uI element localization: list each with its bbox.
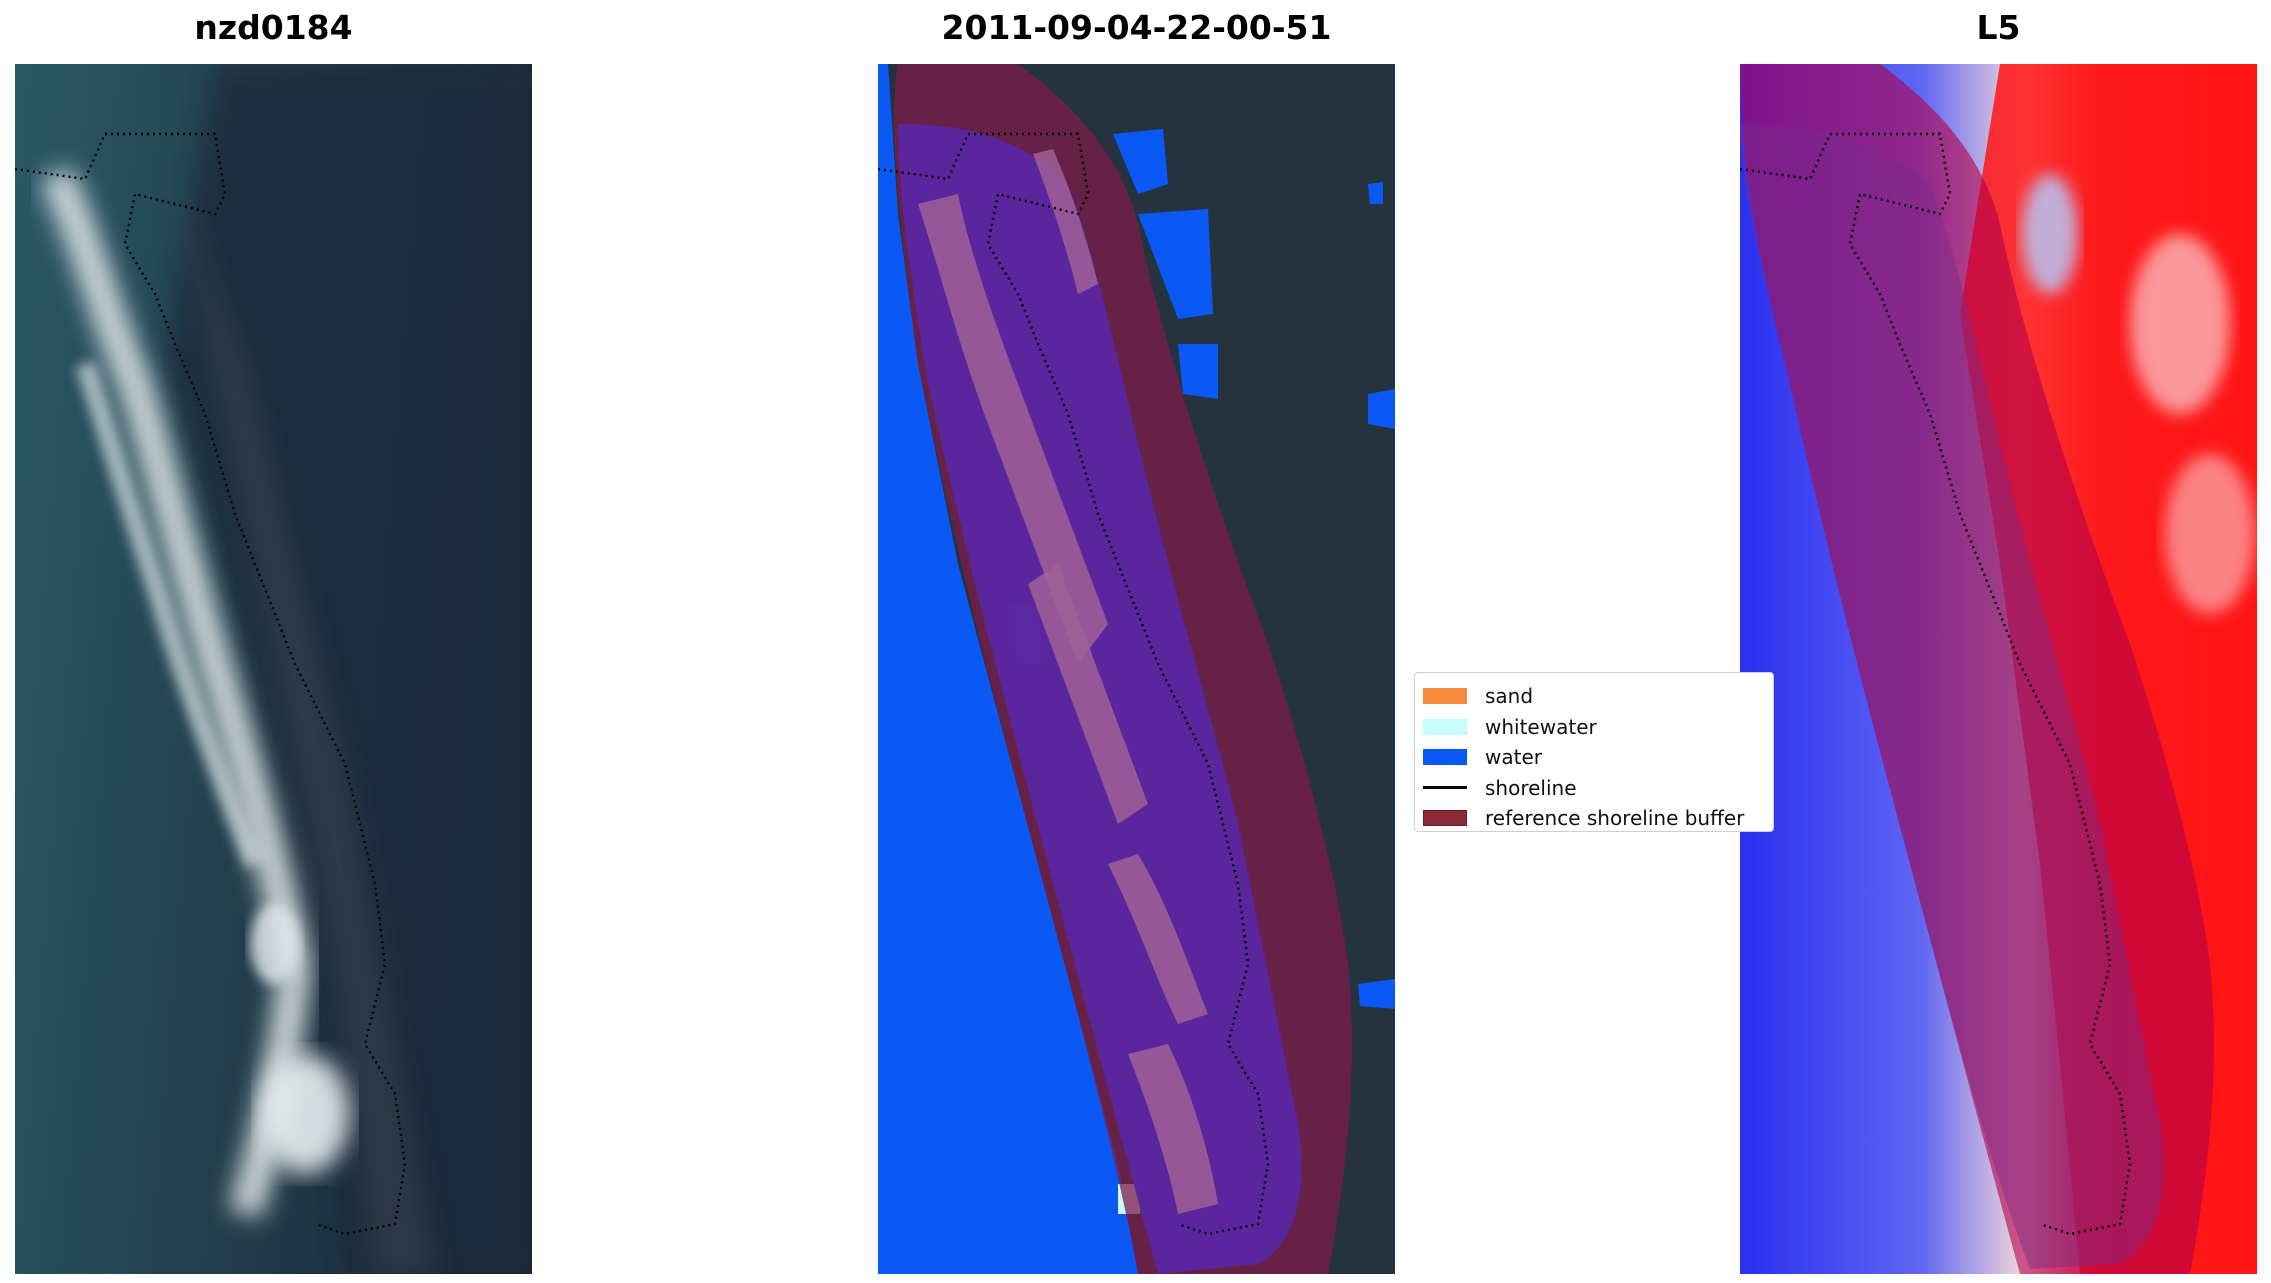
legend-item-sand: sand xyxy=(1423,681,1773,712)
legend-swatch-whitewater xyxy=(1423,718,1467,735)
legend-swatch-shoreline xyxy=(1423,786,1467,790)
legend-item-whitewater: whitewater xyxy=(1423,712,1773,743)
panel-title-rgb: nzd0184 xyxy=(194,8,353,47)
legend-label: whitewater xyxy=(1485,714,1597,739)
legend-label: shoreline xyxy=(1485,775,1577,800)
legend-item-reference-buffer: reference shoreline buffer xyxy=(1423,803,1773,831)
panel-title-classified: 2011-09-04-22-00-51 xyxy=(941,8,1332,47)
rgb-satellite-image xyxy=(15,64,532,1274)
legend-swatch-water xyxy=(1423,749,1467,766)
l5-index-image xyxy=(1740,64,2257,1274)
legend-item-water: water xyxy=(1423,742,1773,773)
panel-title-index: L5 xyxy=(1976,8,2021,47)
legend-swatch-reference-buffer xyxy=(1423,810,1467,827)
legend-label: sand xyxy=(1485,684,1534,709)
legend: sand whitewater water shoreline referenc… xyxy=(1414,672,1774,832)
classified-image xyxy=(878,64,1395,1274)
legend-swatch-sand xyxy=(1423,688,1467,705)
legend-item-shoreline: shoreline xyxy=(1423,773,1773,804)
legend-label: reference shoreline buffer xyxy=(1485,806,1745,831)
legend-label: water xyxy=(1485,745,1542,770)
